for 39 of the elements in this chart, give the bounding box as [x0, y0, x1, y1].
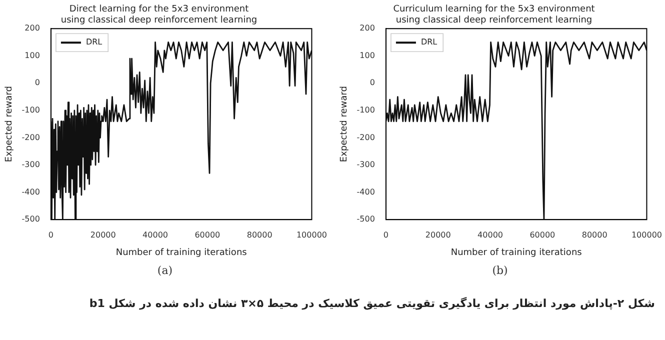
x-axis-title: Number of training iterations [116, 248, 248, 258]
x-tick-label: 60000 [530, 230, 556, 240]
text: شکل ۲-پاداش مورد انتظار برای یادگیری تقویتی عمیق کلاسیک در محیط ۵×۳ نشان داده شده در شکل b1 [88, 297, 656, 310]
x-tick-label: 100000 [631, 230, 662, 240]
legend-label: DRL [420, 38, 438, 47]
y-axis-title: Expected reward [4, 86, 15, 162]
chart-title: Direct learning for the 5x3 environment using classical deep reinforcement learning [60, 4, 258, 26]
x-tick-label: 80000 [582, 230, 608, 240]
x-axis-title: Number of training iterations [450, 248, 582, 258]
y-tick-label: -100 [22, 106, 40, 115]
text: (a) [157, 264, 173, 277]
y-tick-label: 0 [34, 78, 40, 88]
y-tick-label: -400 [22, 187, 40, 196]
x-tick-label: 0 [383, 230, 389, 240]
x-tick-label: 40000 [478, 230, 503, 240]
y-axis-title: Expected reward [340, 86, 350, 162]
y-tick-label: -300 [356, 160, 375, 170]
x-tick-label: 60000 [194, 230, 220, 240]
y-tick-label: 100 [360, 50, 375, 60]
y-tick-label: -200 [356, 132, 375, 142]
y-tick-label: -500 [22, 214, 40, 224]
y-tick-label: -500 [356, 214, 375, 224]
x-tick-label: 20000 [425, 230, 451, 240]
y-tick-label: 100 [24, 50, 40, 60]
x-tick-label: 0 [48, 230, 54, 240]
y-tick-label: -300 [22, 160, 40, 170]
y-tick-label: 0 [370, 78, 375, 88]
y-tick-label: -100 [356, 106, 375, 115]
y-tick-label: -400 [356, 187, 375, 196]
y-tick-label: 200 [360, 24, 375, 33]
y-tick-label: 200 [24, 24, 40, 33]
y-tick-label: -200 [22, 132, 40, 142]
chart-title: Curriculum learning for the 5x3 environment using classical deep reinforcement learning [393, 4, 596, 26]
text: (b) [492, 264, 508, 277]
x-tick-label: 100000 [296, 230, 328, 240]
x-tick-label: 20000 [90, 230, 116, 240]
x-tick-label: 80000 [246, 230, 272, 240]
legend-label: DRL [86, 38, 103, 47]
x-tick-label: 40000 [142, 230, 168, 240]
